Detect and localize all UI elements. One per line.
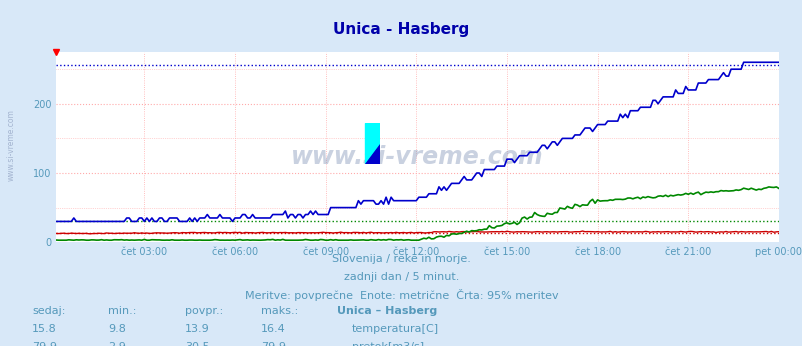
Text: 79.9: 79.9 (261, 342, 286, 346)
Text: povpr.:: povpr.: (184, 306, 223, 316)
Text: 13.9: 13.9 (184, 324, 209, 334)
Text: 15.8: 15.8 (32, 324, 57, 334)
Text: sedaj:: sedaj: (32, 306, 66, 316)
Text: Unica - Hasberg: Unica - Hasberg (333, 22, 469, 37)
Text: Meritve: povprečne  Enote: metrične  Črta: 95% meritev: Meritve: povprečne Enote: metrične Črta:… (245, 289, 557, 301)
Polygon shape (364, 123, 379, 164)
Text: Slovenija / reke in morje.: Slovenija / reke in morje. (332, 254, 470, 264)
Text: zadnji dan / 5 minut.: zadnji dan / 5 minut. (343, 272, 459, 282)
Text: 30.5: 30.5 (184, 342, 209, 346)
Text: Unica – Hasberg: Unica – Hasberg (337, 306, 437, 316)
Text: temperatura[C]: temperatura[C] (351, 324, 438, 334)
Text: maks.:: maks.: (261, 306, 298, 316)
Text: www.si-vreme.com: www.si-vreme.com (291, 145, 543, 169)
Text: 79.9: 79.9 (32, 342, 57, 346)
Text: 16.4: 16.4 (261, 324, 286, 334)
Text: www.si-vreme.com: www.si-vreme.com (6, 109, 15, 181)
Text: pretok[m3/s]: pretok[m3/s] (351, 342, 423, 346)
Polygon shape (364, 144, 379, 164)
Text: min.:: min.: (108, 306, 136, 316)
Text: 9.8: 9.8 (108, 324, 126, 334)
Text: 2.9: 2.9 (108, 342, 126, 346)
